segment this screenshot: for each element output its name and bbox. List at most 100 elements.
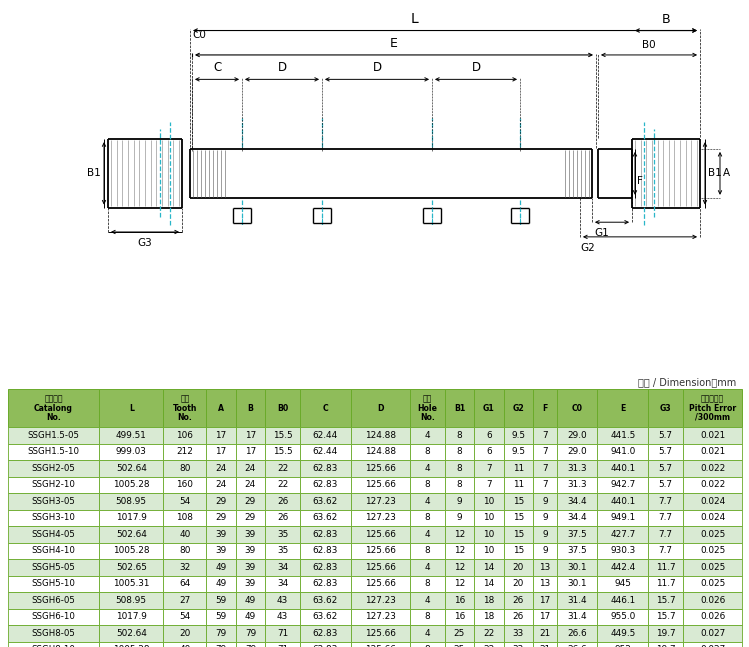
Bar (533, 576, 557, 592)
Text: B0: B0 (642, 40, 656, 50)
Text: 62.83: 62.83 (313, 563, 338, 572)
Text: G3: G3 (660, 404, 671, 413)
Bar (99, 526, 163, 542)
Text: 19.7: 19.7 (656, 629, 676, 638)
Bar (410, 542, 445, 559)
Bar (474, 526, 503, 542)
Bar (474, 608, 503, 625)
Bar (648, 510, 683, 526)
Bar (648, 642, 683, 647)
Text: SSGH5-10: SSGH5-10 (31, 579, 76, 588)
Bar (683, 493, 742, 510)
Bar (557, 476, 598, 493)
Bar (648, 608, 683, 625)
Bar (533, 493, 557, 510)
Text: 30.1: 30.1 (568, 579, 587, 588)
Bar (557, 510, 598, 526)
Text: 39: 39 (245, 530, 256, 539)
Text: 427.7: 427.7 (610, 530, 635, 539)
Text: 31.3: 31.3 (568, 464, 587, 473)
Bar (533, 642, 557, 647)
Text: 124.88: 124.88 (365, 447, 396, 456)
Bar (163, 460, 206, 476)
Bar (648, 559, 683, 576)
Bar (300, 444, 351, 460)
Text: 26: 26 (277, 513, 288, 522)
Text: 31.3: 31.3 (568, 480, 587, 489)
Bar (206, 559, 236, 576)
Text: A: A (723, 168, 730, 179)
Bar (351, 510, 410, 526)
Text: 942.7: 942.7 (610, 480, 635, 489)
Text: 26: 26 (277, 497, 288, 506)
Bar (265, 427, 300, 444)
Text: 4: 4 (425, 497, 430, 506)
Text: 4: 4 (425, 629, 430, 638)
Text: 449.5: 449.5 (610, 629, 635, 638)
Text: 125.66: 125.66 (365, 480, 395, 489)
Bar (598, 493, 648, 510)
Bar (503, 542, 533, 559)
Text: 34: 34 (277, 563, 288, 572)
Text: 80: 80 (179, 464, 190, 473)
Bar (410, 642, 445, 647)
Text: 1005.28: 1005.28 (113, 480, 150, 489)
Text: 15.5: 15.5 (273, 431, 292, 440)
Text: 17: 17 (245, 431, 256, 440)
Bar (445, 642, 474, 647)
Text: 499.51: 499.51 (116, 431, 147, 440)
Bar (163, 592, 206, 608)
Text: 502.64: 502.64 (116, 464, 147, 473)
Bar (474, 427, 503, 444)
Text: 0.021: 0.021 (700, 447, 725, 456)
Text: 8: 8 (425, 579, 430, 588)
Bar (8, 460, 99, 476)
Text: 8: 8 (456, 480, 462, 489)
Text: 總齒距誤差: 總齒距誤差 (701, 395, 724, 404)
Bar (683, 460, 742, 476)
Bar (206, 427, 236, 444)
Text: 62.44: 62.44 (313, 431, 338, 440)
Text: 999.03: 999.03 (116, 447, 147, 456)
Text: 16: 16 (454, 596, 465, 605)
Text: 8: 8 (425, 645, 430, 647)
Bar (557, 493, 598, 510)
Text: 34.4: 34.4 (568, 497, 587, 506)
Bar (99, 493, 163, 510)
Text: SSGH3-10: SSGH3-10 (31, 513, 76, 522)
Text: 15: 15 (513, 497, 524, 506)
Bar (503, 493, 533, 510)
Bar (351, 559, 410, 576)
Text: 502.65: 502.65 (116, 563, 147, 572)
Bar (236, 510, 265, 526)
Bar (163, 642, 206, 647)
Text: 15.7: 15.7 (656, 596, 676, 605)
Bar (410, 608, 445, 625)
Bar (557, 444, 598, 460)
Text: G3: G3 (138, 238, 152, 248)
Bar (557, 559, 598, 576)
Text: 160: 160 (176, 480, 193, 489)
Bar (683, 576, 742, 592)
Bar (533, 526, 557, 542)
Text: 508.95: 508.95 (116, 596, 147, 605)
Text: 9: 9 (542, 497, 548, 506)
Bar (236, 592, 265, 608)
Bar (598, 608, 648, 625)
Text: 7.7: 7.7 (658, 530, 673, 539)
Text: 71: 71 (277, 645, 288, 647)
Text: B1: B1 (87, 168, 101, 179)
Text: 127.23: 127.23 (365, 497, 395, 506)
Text: D: D (377, 404, 383, 413)
Text: 8: 8 (456, 431, 462, 440)
Bar (8, 542, 99, 559)
Bar (445, 476, 474, 493)
Text: 1005.28: 1005.28 (113, 645, 150, 647)
Bar (99, 427, 163, 444)
Text: 29: 29 (245, 497, 256, 506)
Text: 26.6: 26.6 (568, 629, 587, 638)
Text: 106: 106 (176, 431, 193, 440)
Bar (557, 576, 598, 592)
Text: 35: 35 (277, 530, 288, 539)
Text: 26: 26 (513, 612, 524, 621)
